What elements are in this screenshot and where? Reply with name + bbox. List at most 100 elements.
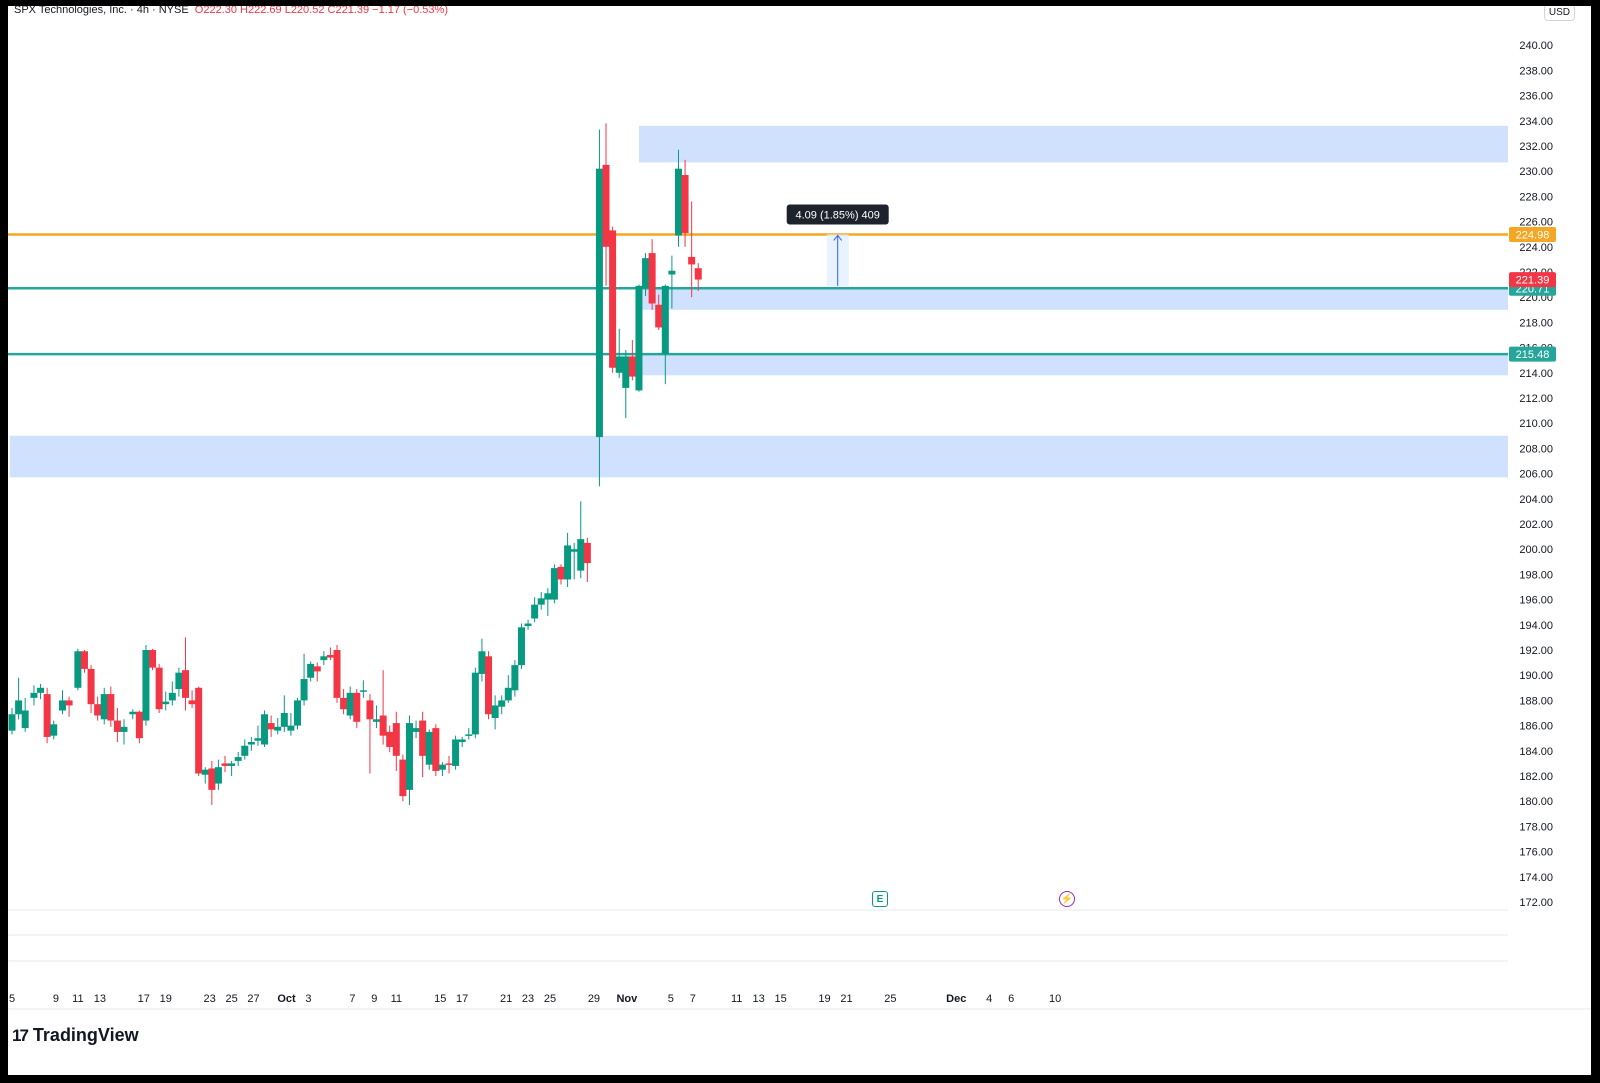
- candle-body[interactable]: [293, 700, 301, 726]
- candle-body[interactable]: [43, 694, 51, 737]
- candle-body[interactable]: [570, 549, 578, 552]
- candle-body[interactable]: [465, 734, 473, 736]
- candle-body[interactable]: [564, 545, 572, 580]
- zone-rect[interactable]: [636, 355, 1508, 376]
- candle-body[interactable]: [65, 700, 73, 706]
- candle-body[interactable]: [366, 700, 374, 720]
- candle-body[interactable]: [168, 692, 176, 701]
- candle-body[interactable]: [155, 667, 163, 710]
- candle-body[interactable]: [359, 690, 367, 692]
- candle-body[interactable]: [452, 739, 460, 766]
- candle-body[interactable]: [583, 542, 591, 564]
- candle-body[interactable]: [21, 710, 29, 729]
- candle-body[interactable]: [8, 714, 16, 731]
- candle-body[interactable]: [30, 692, 38, 698]
- candle-body[interactable]: [50, 724, 58, 736]
- candle-body[interactable]: [267, 723, 275, 730]
- candle-body[interactable]: [458, 739, 466, 742]
- candle-body[interactable]: [648, 253, 656, 304]
- candle-body[interactable]: [405, 723, 413, 790]
- candle-body[interactable]: [498, 700, 506, 707]
- candle-body[interactable]: [149, 650, 157, 668]
- candle-body[interactable]: [241, 745, 249, 756]
- candle-body[interactable]: [320, 656, 328, 661]
- candle-body[interactable]: [655, 304, 663, 328]
- candle-body[interactable]: [577, 539, 585, 571]
- candle-body[interactable]: [346, 692, 354, 716]
- candle-body[interactable]: [688, 256, 696, 265]
- zone-rect[interactable]: [9, 435, 1509, 478]
- candle-body[interactable]: [274, 726, 282, 731]
- candle-body[interactable]: [195, 687, 203, 774]
- candle-body[interactable]: [307, 663, 315, 678]
- candle-body[interactable]: [478, 651, 486, 674]
- candle-body[interactable]: [142, 650, 150, 721]
- candle-body[interactable]: [221, 763, 229, 766]
- candle-body[interactable]: [120, 726, 128, 732]
- candle-body[interactable]: [201, 769, 209, 775]
- candle-body[interactable]: [392, 723, 400, 756]
- candle-body[interactable]: [247, 741, 255, 745]
- candle-body[interactable]: [313, 666, 321, 672]
- candle-body[interactable]: [353, 692, 361, 722]
- candle-body[interactable]: [80, 651, 88, 669]
- candle-body[interactable]: [544, 593, 552, 600]
- candle-body[interactable]: [674, 168, 682, 236]
- candle-body[interactable]: [59, 700, 67, 711]
- candle-body[interactable]: [425, 731, 433, 765]
- candle-body[interactable]: [254, 738, 262, 741]
- candle-body[interactable]: [214, 767, 222, 784]
- candle-body[interactable]: [37, 687, 45, 693]
- candle-body[interactable]: [622, 356, 630, 388]
- candle-body[interactable]: [602, 164, 610, 247]
- candle-body[interactable]: [517, 627, 525, 666]
- candle-body[interactable]: [471, 672, 479, 735]
- candle-body[interactable]: [595, 168, 603, 438]
- candle-body[interactable]: [485, 656, 493, 715]
- candle-body[interactable]: [113, 720, 121, 732]
- candle-body[interactable]: [162, 701, 170, 705]
- candle-body[interactable]: [438, 764, 446, 770]
- candle-body[interactable]: [373, 719, 381, 722]
- candle-body[interactable]: [181, 670, 189, 698]
- candle-body[interactable]: [445, 763, 453, 765]
- earnings-event-icon[interactable]: E: [872, 891, 888, 907]
- candle-body[interactable]: [681, 174, 689, 233]
- candle-body[interactable]: [504, 687, 512, 701]
- candle-body[interactable]: [635, 285, 643, 391]
- candle-body[interactable]: [326, 655, 334, 658]
- candle-body[interactable]: [228, 763, 236, 766]
- candle-body[interactable]: [694, 268, 702, 280]
- zone-rect[interactable]: [638, 125, 1508, 163]
- candle-body[interactable]: [628, 356, 636, 377]
- candle-body[interactable]: [107, 694, 115, 721]
- candle-body[interactable]: [94, 704, 102, 716]
- candle-body[interactable]: [340, 697, 348, 710]
- candle-body[interactable]: [537, 598, 545, 605]
- candle-body[interactable]: [661, 285, 669, 354]
- candle-body[interactable]: [642, 258, 650, 289]
- candle-body[interactable]: [74, 651, 82, 688]
- candle-body[interactable]: [333, 650, 341, 698]
- candle-body[interactable]: [129, 711, 137, 715]
- candle-body[interactable]: [550, 568, 558, 600]
- candle-body[interactable]: [386, 731, 394, 748]
- candle-body[interactable]: [524, 623, 532, 627]
- candle-body[interactable]: [615, 356, 623, 373]
- candle-body[interactable]: [668, 270, 676, 275]
- price-chart[interactable]: 4.09 (1.85%) 409 172.00 174.00 176.00 178.0…: [8, 6, 1591, 1075]
- candle-body[interactable]: [300, 678, 308, 701]
- candle-body[interactable]: [557, 566, 565, 580]
- candle-body[interactable]: [609, 230, 617, 368]
- candle-body[interactable]: [287, 725, 295, 731]
- candle-body[interactable]: [531, 604, 539, 619]
- candle-body[interactable]: [208, 768, 216, 790]
- candle-body[interactable]: [261, 714, 269, 745]
- dividend-event-icon[interactable]: ⚡: [1059, 891, 1075, 907]
- candle-body[interactable]: [399, 759, 407, 797]
- candle-body[interactable]: [412, 728, 420, 732]
- tradingview-logo[interactable]: 17 TradingView: [12, 1025, 139, 1046]
- candle-body[interactable]: [100, 694, 108, 720]
- candle-body[interactable]: [491, 705, 499, 719]
- candle-body[interactable]: [135, 711, 143, 739]
